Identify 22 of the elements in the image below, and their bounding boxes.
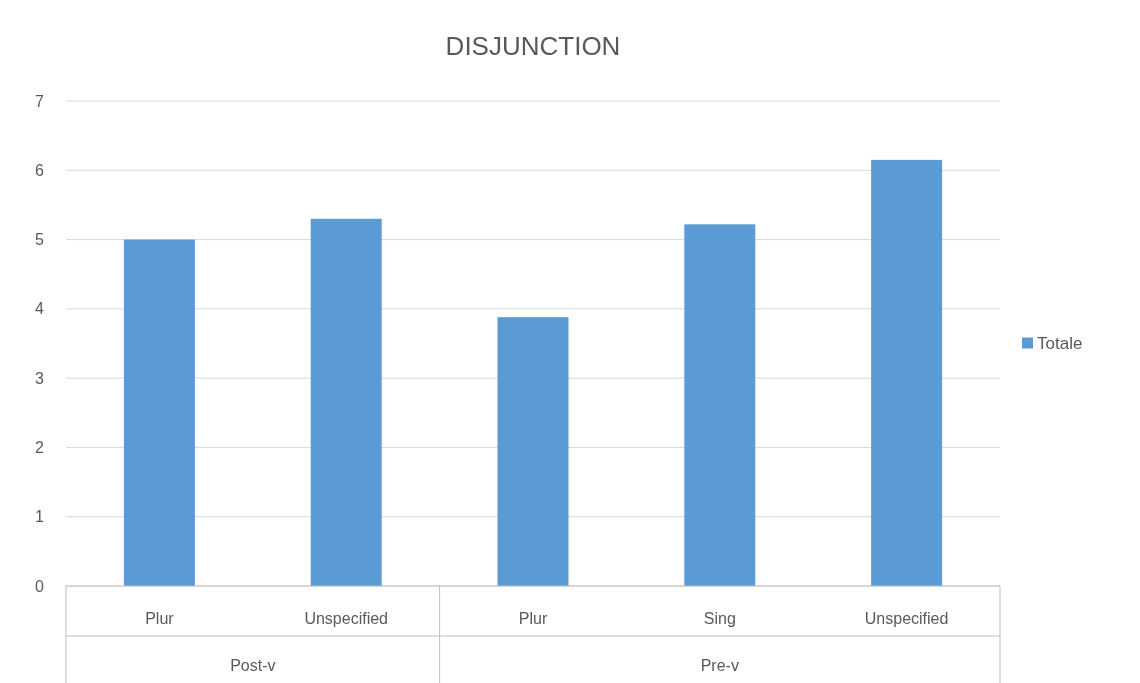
text: Pre-v [700, 656, 739, 674]
x-tick-label: Sing [703, 609, 736, 627]
y-tick-label: 5 [35, 231, 45, 249]
y-tick-label: 7 [35, 92, 45, 110]
x-tick-label: Plur [518, 609, 548, 627]
x-tick-label: Unspecified [864, 609, 949, 627]
x-tick-label: Unspecified [304, 609, 388, 627]
legend-label: Totale [1037, 334, 1083, 354]
x-tick-label: Plur [145, 609, 175, 627]
y-tick-label: 3 [35, 369, 45, 387]
y-tick-label: 6 [35, 161, 45, 179]
bar [871, 159, 943, 586]
bar [684, 224, 756, 586]
bar [497, 317, 569, 586]
y-tick-label: 1 [35, 508, 45, 526]
bar [123, 239, 195, 586]
chart-title: DISJUNCTION [445, 31, 621, 61]
y-tick-label: 4 [35, 300, 45, 318]
bar [310, 218, 382, 586]
text: Post-v [230, 656, 276, 674]
y-tick-label: 2 [35, 439, 45, 457]
y-tick-label: 0 [35, 577, 45, 595]
